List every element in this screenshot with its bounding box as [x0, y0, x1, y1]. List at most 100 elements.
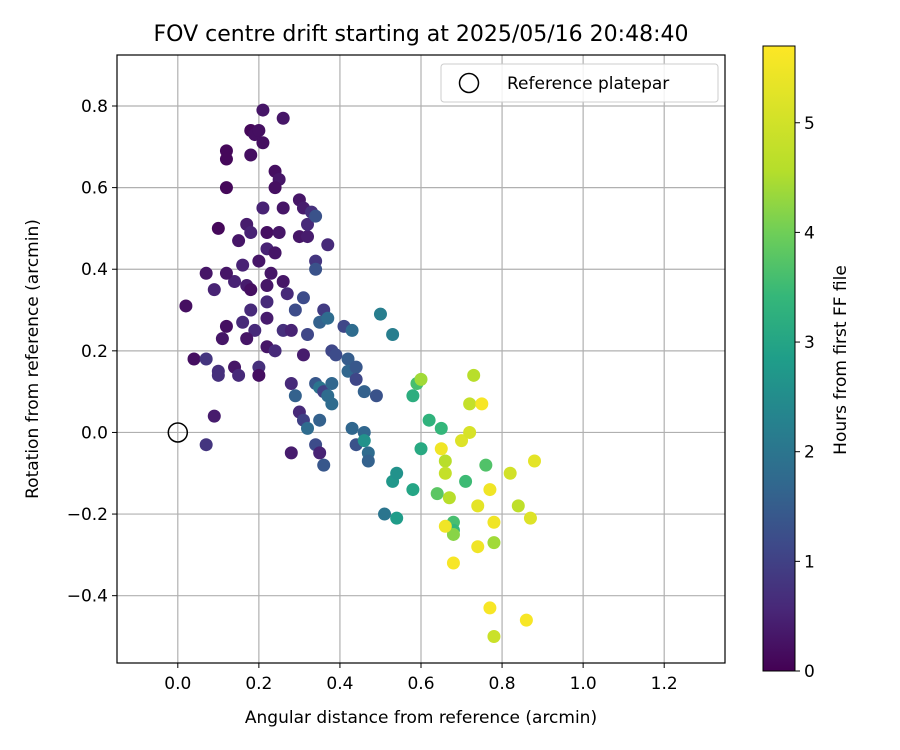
y-axis-ticks: −0.4 −0.2 0.0 0.2 0.4 0.6 0.8	[67, 97, 117, 607]
data-point	[459, 474, 473, 488]
data-point	[207, 409, 221, 423]
data-point	[284, 376, 298, 390]
data-point	[438, 454, 452, 468]
y-tick-label: 0.4	[81, 260, 108, 280]
data-point	[378, 507, 392, 521]
data-point	[487, 515, 501, 529]
data-point	[248, 323, 262, 337]
data-point	[463, 397, 477, 411]
data-point	[325, 397, 339, 411]
data-point	[422, 413, 436, 427]
y-tick-label: 0.6	[81, 179, 108, 199]
chart-title: FOV centre drift starting at 2025/05/16 …	[154, 22, 689, 47]
data-point	[211, 368, 225, 382]
legend: Reference platepar	[440, 63, 719, 103]
data-point	[369, 389, 383, 403]
data-point	[260, 311, 274, 325]
x-axis-ticks: 0.0 0.2 0.4 0.6 0.8 1.0 1.2	[164, 663, 678, 694]
data-point	[301, 421, 315, 435]
data-point	[406, 483, 420, 497]
data-point	[252, 368, 266, 382]
data-point	[345, 421, 359, 435]
data-point	[240, 332, 254, 346]
data-point	[471, 499, 485, 513]
data-point	[406, 389, 420, 403]
colorbar	[762, 45, 796, 672]
y-axis-label: Rotation from reference (arcmin)	[23, 219, 43, 499]
data-point	[268, 344, 282, 358]
data-point	[483, 601, 497, 615]
data-point	[301, 217, 315, 231]
colorbar-label: Hours from first FF file	[831, 265, 851, 455]
data-point	[260, 279, 274, 293]
data-point	[280, 287, 294, 301]
data-point	[215, 332, 229, 346]
x-tick-label: 0.2	[245, 674, 272, 694]
data-point	[244, 303, 258, 317]
data-point	[345, 323, 359, 337]
data-point	[252, 123, 266, 137]
data-point	[260, 226, 274, 240]
reference-marker	[167, 422, 189, 443]
data-point	[361, 454, 375, 468]
data-point	[511, 499, 525, 513]
data-point	[219, 319, 233, 333]
data-point	[284, 446, 298, 460]
data-point	[207, 283, 221, 297]
data-point	[414, 372, 428, 386]
data-point	[503, 466, 517, 480]
data-point	[219, 266, 233, 280]
colorbar-ticks: 0 1 2 3 4 5	[795, 114, 815, 682]
data-point	[268, 246, 282, 260]
colorbar-tick-label: 5	[804, 114, 815, 134]
data-point	[386, 328, 400, 342]
data-point	[288, 303, 302, 317]
data-point	[309, 262, 323, 276]
data-point	[325, 376, 339, 390]
data-point	[284, 323, 298, 337]
data-point	[438, 519, 452, 533]
data-point	[199, 438, 213, 452]
y-tick-label: 0.0	[81, 423, 108, 443]
data-point	[309, 209, 323, 223]
x-tick-label: 0.8	[489, 674, 516, 694]
data-point	[244, 226, 258, 240]
data-point	[199, 352, 213, 366]
data-point	[199, 266, 213, 280]
data-point	[446, 527, 460, 541]
data-point	[236, 258, 250, 272]
data-point	[187, 352, 201, 366]
data-point	[467, 368, 481, 382]
x-tick-label: 0.6	[407, 674, 434, 694]
data-point	[256, 136, 270, 150]
data-point	[296, 348, 310, 362]
colorbar-tick-label: 0	[804, 662, 815, 682]
data-point	[430, 487, 444, 501]
data-point	[256, 201, 270, 215]
data-point	[349, 372, 363, 386]
data-point	[301, 328, 315, 342]
data-point	[357, 434, 371, 448]
data-point	[329, 348, 343, 362]
data-point	[414, 442, 428, 456]
data-point	[487, 536, 501, 550]
data-point	[390, 466, 404, 480]
data-point	[442, 491, 456, 505]
x-tick-label: 1.0	[570, 674, 597, 694]
data-point	[479, 458, 493, 472]
data-point	[256, 103, 270, 117]
data-point	[341, 352, 355, 366]
data-point	[272, 226, 286, 240]
data-point	[296, 291, 310, 305]
data-point	[349, 360, 363, 374]
legend-box	[440, 63, 719, 103]
data-point	[252, 254, 266, 268]
colorbar-tick-label: 4	[804, 223, 815, 243]
y-tick-label: −0.2	[67, 505, 108, 525]
data-point	[321, 311, 335, 325]
data-point	[276, 274, 290, 288]
data-point	[373, 307, 387, 321]
x-tick-label: 1.2	[651, 674, 678, 694]
